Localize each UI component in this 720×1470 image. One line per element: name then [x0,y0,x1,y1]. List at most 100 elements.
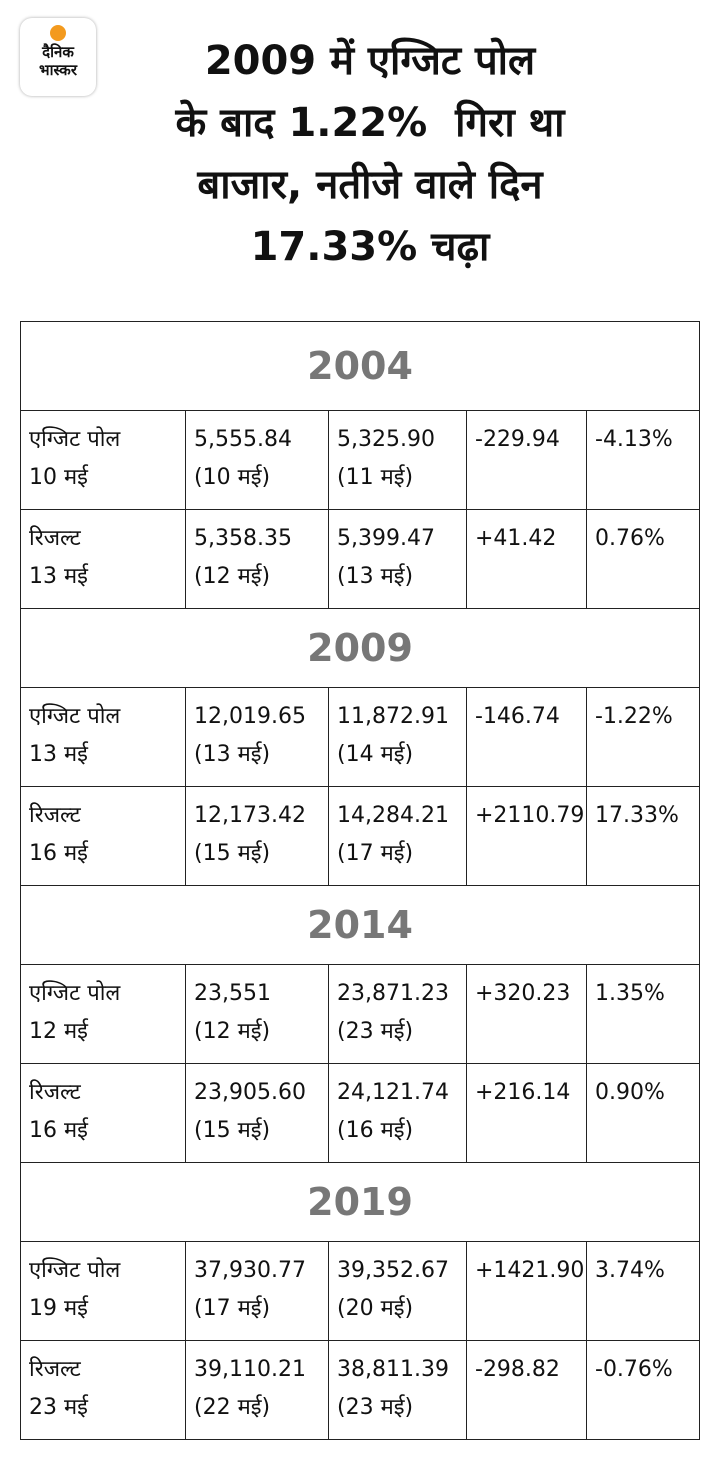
after-line: (14 मई) [337,742,414,767]
cell-percent: -4.13% [585,410,701,510]
label-line: रिजल्ट [29,1080,81,1105]
label-line: 10 मई [29,465,88,490]
after-line: (13 मई) [337,564,414,589]
before-line: 5,358.35 [194,526,292,551]
after-line: 14,284.21 [337,803,449,828]
year-row: 2009 [19,608,701,688]
year: 2009 [19,608,701,688]
data-row: रिजल्ट 13 मई 5,358.35 (12 मई) 5,399.47 (13 मई… [20,509,701,609]
logo: दैनिक भास्कर [20,18,96,96]
before-line: (22 मई) [194,1395,271,1420]
label-line: 19 मई [29,1296,88,1321]
label-line: 16 मई [29,841,88,866]
cell-after: 38,811.39 (23 मई) [328,1340,467,1440]
cell-label: एग्जिट पोल 13 मई [20,687,186,787]
cell-change: +1421.90 [466,1241,587,1341]
cell-change: +2110.79 [466,786,587,886]
logo-text: दैनिक [42,43,74,61]
data-row: एग्जिट पोल 10 मई 5,555.84 (10 मई) 5,325.90 (1… [20,410,701,510]
before-line: 5,555.84 [194,427,292,452]
before-line: 12,173.42 [194,803,306,828]
cell-before: 12,173.42 (15 मई) [185,786,329,886]
cell-label: रिजल्ट 13 मई [20,509,186,609]
year: 2019 [19,1162,701,1242]
logo-text: भास्कर [39,61,77,79]
label-line: 16 मई [29,1118,88,1143]
label-line: रिजल्ट [29,803,81,828]
title: 2009 में एग्जिट पोल के बाद 1.22% गिरा था ब… [110,30,630,278]
after-line: 23,871.23 [337,981,449,1006]
data-row: रिजल्ट 16 मई 12,173.42 (15 मई) 14,284.21 (17 … [20,786,701,886]
after-line: (17 मई) [337,841,414,866]
before-line: (10 मई) [194,465,271,490]
cell-before: 23,551 (12 मई) [185,964,329,1064]
cell-label: एग्जिट पोल 10 मई [20,410,186,510]
year-row: 2004 [19,321,701,411]
year-row: 2014 [19,885,701,965]
data-row: रिजल्ट 16 मई 23,905.60 (15 मई) 24,121.74 (16 … [20,1063,701,1163]
after-line: (11 मई) [337,465,414,490]
after-line: 38,811.39 [337,1357,449,1382]
cell-percent: 0.90% [585,1063,701,1163]
label-line: 23 मई [29,1395,88,1420]
cell-after: 24,121.74 (16 मई) [328,1063,467,1163]
after-line: (16 मई) [337,1118,414,1143]
cell-label: एग्जिट पोल 12 मई [20,964,186,1064]
cell-change: -146.74 [466,687,587,787]
logo-dot [50,25,66,41]
after-line: (23 मई) [337,1019,414,1044]
label-line: एग्जिट पोल [29,981,121,1006]
cell-percent: 3.74% [585,1241,701,1341]
cell-percent: 0.76% [585,509,701,609]
before-line: 23,551 [194,981,271,1006]
cell-label: रिजल्ट 23 मई [20,1340,186,1440]
title-line: 2009 में एग्जिट पोल [204,38,536,84]
year: 2004 [19,321,701,411]
cell-percent: -1.22% [585,687,701,787]
label-line: रिजल्ट [29,526,81,551]
cell-before: 23,905.60 (15 मई) [185,1063,329,1163]
after-line: (20 मई) [337,1296,414,1321]
cell-before: 12,019.65 (13 मई) [185,687,329,787]
before-line: (12 मई) [194,564,271,589]
year: 2014 [19,885,701,965]
cell-percent: -0.76% [585,1340,701,1440]
cell-label: एग्जिट पोल 19 मई [20,1241,186,1341]
cell-after: 5,325.90 (11 मई) [328,410,467,510]
cell-after: 14,284.21 (17 मई) [328,786,467,886]
cell-after: 5,399.47 (13 मई) [328,509,467,609]
data-row: रिजल्ट 23 मई 39,110.21 (22 मई) 38,811.39 (23 … [20,1340,701,1440]
before-line: 12,019.65 [194,704,306,729]
data-row: एग्जिट पोल 19 मई 37,930.77 (17 मई) 39,352.67… [20,1241,701,1341]
cell-change: -298.82 [466,1340,587,1440]
title-line: 17.33% चढ़ा [250,224,490,270]
cell-label: रिजल्ट 16 मई [20,1063,186,1163]
data-row: एग्जिट पोल 12 मई 23,551 (12 मई) 23,871.23 (23… [20,964,701,1064]
label-line: रिजल्ट [29,1357,81,1382]
cell-before: 5,358.35 (12 मई) [185,509,329,609]
cell-label: रिजल्ट 16 मई [20,786,186,886]
cell-percent: 1.35% [585,964,701,1064]
before-line: (15 मई) [194,1118,271,1143]
after-line: 5,399.47 [337,526,435,551]
cell-change: +216.14 [466,1063,587,1163]
before-line: 23,905.60 [194,1080,306,1105]
cell-before: 5,555.84 (10 मई) [185,410,329,510]
label-line: 12 मई [29,1019,88,1044]
cell-change: -229.94 [466,410,587,510]
cell-before: 37,930.77 (17 मई) [185,1241,329,1341]
cell-percent: 17.33% [585,786,701,886]
label-line: 13 मई [29,564,88,589]
cell-after: 23,871.23 (23 मई) [328,964,467,1064]
data-table: 2004 एग्जिट पोल 10 मई 5,555.84 (10 मई) 5,325.… [19,321,701,1440]
before-line: 37,930.77 [194,1258,306,1283]
cell-change: +41.42 [466,509,587,609]
year-row: 2019 [19,1162,701,1242]
cell-before: 39,110.21 (22 मई) [185,1340,329,1440]
before-line: (13 मई) [194,742,271,767]
title-line: के बाद 1.22% गिरा था [175,100,565,146]
after-line: 11,872.91 [337,704,449,729]
cell-after: 39,352.67 (20 मई) [328,1241,467,1341]
after-line: (23 मई) [337,1395,414,1420]
